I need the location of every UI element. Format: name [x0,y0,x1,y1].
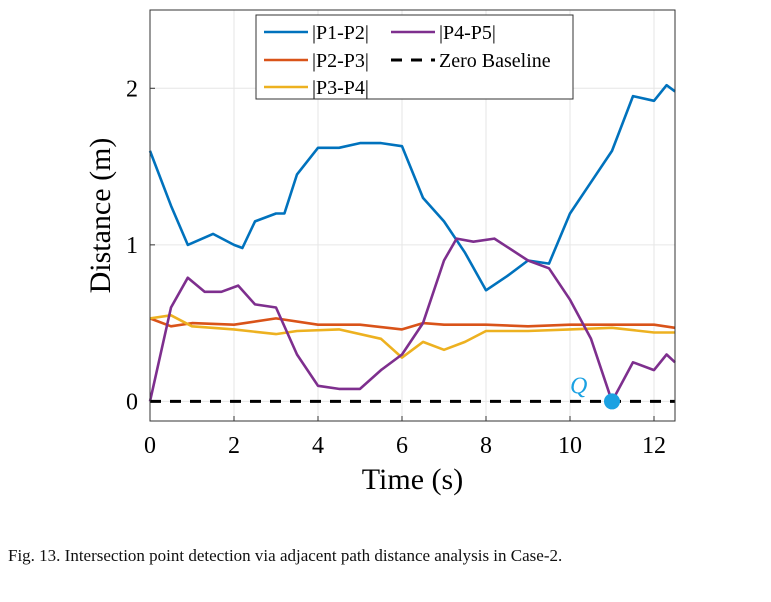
legend-label: |P2-P3| [312,50,369,72]
y-axis-label: Distance (m) [84,138,117,294]
axes-box [149,9,676,422]
legend-label: Zero Baseline [439,50,551,72]
y-tick-label: 2 [126,76,138,102]
x-tick-label: 10 [558,433,582,459]
series-line [149,314,675,359]
series-line [148,83,676,292]
legend-label: |P1-P2| [312,22,369,44]
x-tick-label: 6 [396,433,408,459]
x-tick-label: 12 [642,433,666,459]
x-tick-label: 2 [228,433,240,459]
x-tick-label: 8 [480,433,492,459]
annotation-label: Q [570,373,587,399]
series-line [149,317,676,331]
chart: 0 2 4 6 8 10 12012Q|P1-P2||P2-P3||P3-P4||P4-P5… [84,9,676,496]
x-axis-label: Time (s) [362,463,463,496]
legend-box [255,14,574,100]
x-tick-label: 4 [312,433,324,459]
x-tick-label: 0 [144,433,156,459]
y-tick-label: 0 [126,389,138,415]
series-line [148,237,676,403]
legend-label: |P3-P4| [312,77,369,99]
figure-caption: Fig. 13. Intersection point detection vi… [8,546,563,565]
y-tick-label: 1 [126,233,138,259]
legend-label: |P4-P5| [439,22,496,44]
intersection-point-marker [604,393,620,410]
